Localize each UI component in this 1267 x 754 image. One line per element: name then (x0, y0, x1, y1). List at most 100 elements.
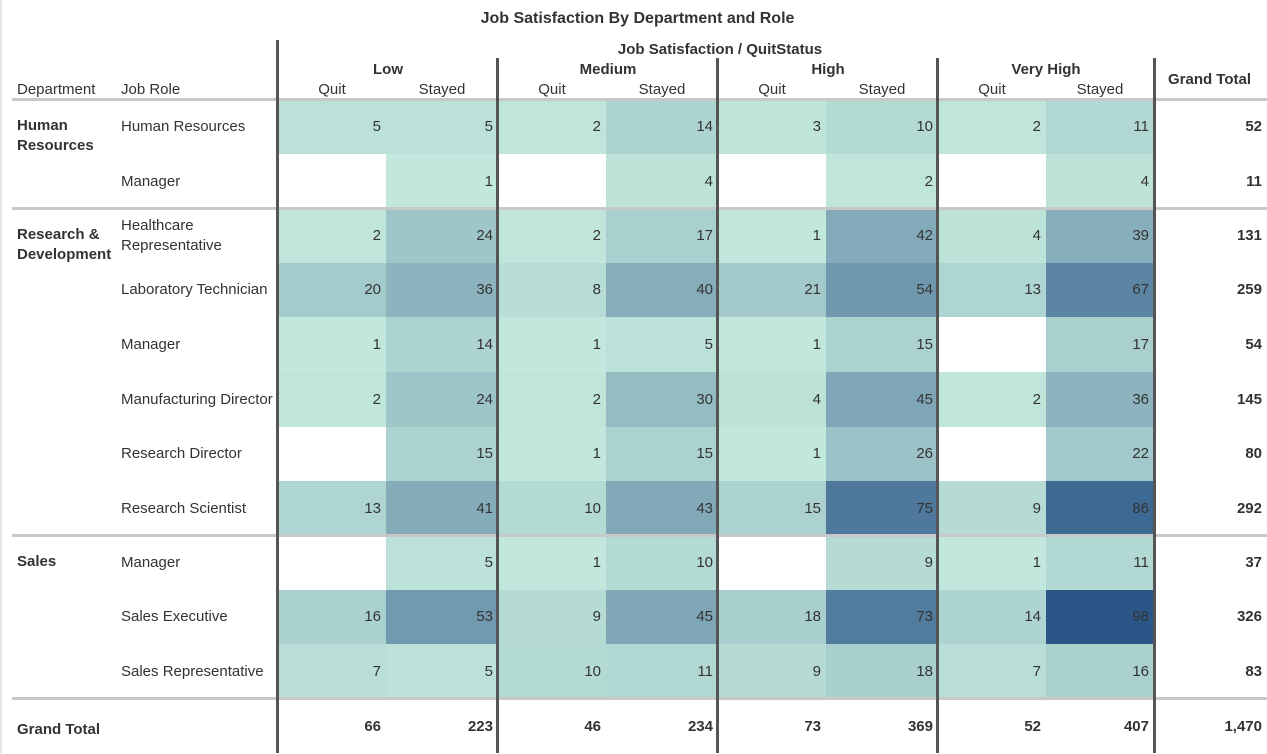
data-cell: 15 (606, 427, 718, 481)
data-cell: 75 (826, 481, 938, 536)
data-cell: 13 (938, 263, 1046, 317)
data-cell: 9 (498, 590, 606, 644)
data-cell: 18 (826, 644, 938, 699)
department-label: Research & Development (17, 226, 112, 263)
level-header-high: High (811, 61, 845, 78)
data-cell (718, 536, 826, 590)
column-total-cell: 73 (804, 718, 821, 735)
data-cell: 1 (498, 317, 606, 372)
row-total-cell: 80 (1245, 445, 1262, 462)
data-cell: 5 (386, 644, 498, 699)
data-cell: 26 (826, 427, 938, 481)
data-cell: 1 (498, 536, 606, 590)
data-cell: 15 (826, 317, 938, 372)
row-total-cell: 131 (1236, 227, 1262, 244)
row-total-cell: 259 (1236, 281, 1262, 298)
data-cell: 39 (1046, 209, 1154, 263)
data-cell: 17 (606, 209, 718, 263)
data-cell: 15 (718, 481, 826, 536)
data-cell: 4 (1046, 154, 1154, 209)
status-header-quit: Quit (978, 81, 1006, 98)
data-cell: 2 (938, 372, 1046, 427)
data-cell: 5 (386, 536, 498, 590)
data-cell (938, 427, 1046, 481)
data-cell: 10 (498, 644, 606, 699)
job-role-label: Human Resources (121, 118, 246, 135)
data-cell: 7 (278, 644, 386, 699)
grand-total-header: Grand Total (1167, 71, 1252, 88)
data-cell (278, 536, 386, 590)
data-cell: 20 (278, 263, 386, 317)
data-cell (938, 317, 1046, 372)
column-header-title: Job Satisfaction / QuitStatus (617, 41, 823, 58)
data-cell: 13 (278, 481, 386, 536)
column-total-cell: 66 (364, 718, 381, 735)
status-header-stayed: Stayed (638, 81, 686, 98)
row-total-cell: 83 (1245, 663, 1262, 680)
data-cell: 14 (606, 100, 718, 154)
data-cell (498, 154, 606, 209)
data-cell: 30 (606, 372, 718, 427)
job-role-label: Sales Representative (121, 662, 264, 680)
job-role-label: Manager (121, 335, 181, 353)
job-role-header: Job Role (121, 81, 181, 98)
data-cell: 2 (498, 100, 606, 154)
data-cell (718, 154, 826, 209)
data-cell: 9 (718, 644, 826, 699)
left-border (0, 0, 2, 753)
data-cell: 2 (826, 154, 938, 209)
data-cell: 53 (386, 590, 498, 644)
department-label: Human Resources (17, 117, 94, 154)
data-cell: 5 (606, 317, 718, 372)
data-cell: 5 (278, 100, 386, 154)
department-divider (12, 534, 1267, 537)
data-cell: 1 (718, 317, 826, 372)
column-total-cell: 46 (584, 718, 601, 735)
row-total-cell: 11 (1246, 173, 1262, 190)
row-total-cell: 54 (1245, 336, 1262, 353)
data-cell: 11 (606, 644, 718, 699)
status-header-quit: Quit (538, 81, 566, 98)
data-cell: 43 (606, 481, 718, 536)
data-cell: 11 (1046, 536, 1154, 590)
header-divider (12, 98, 1267, 101)
data-cell: 1 (386, 154, 498, 209)
job-role-label: Research Director (121, 445, 242, 462)
data-cell: 17 (1046, 317, 1154, 372)
job-role-label: Manager (121, 554, 181, 571)
data-cell: 36 (386, 263, 498, 317)
data-cell: 11 (1046, 100, 1154, 154)
status-header-quit: Quit (758, 81, 786, 98)
total-divider (12, 697, 1267, 700)
data-cell: 24 (386, 372, 498, 427)
column-total-cell: 369 (907, 718, 933, 735)
row-total-cell: 37 (1245, 554, 1262, 571)
data-cell (278, 154, 386, 209)
data-cell: 14 (386, 317, 498, 372)
data-cell: 4 (718, 372, 826, 427)
status-header-stayed: Stayed (1076, 81, 1124, 98)
data-cell: 36 (1046, 372, 1154, 427)
status-header-quit: Quit (318, 81, 346, 98)
data-cell: 18 (718, 590, 826, 644)
data-cell: 9 (938, 481, 1046, 536)
data-cell: 7 (938, 644, 1046, 699)
data-cell: 67 (1046, 263, 1154, 317)
department-divider (12, 207, 1267, 210)
level-header-low: Low (373, 61, 403, 78)
data-cell: 16 (1046, 644, 1154, 699)
row-total-cell: 292 (1236, 500, 1262, 517)
data-cell (938, 154, 1046, 209)
status-header-stayed: Stayed (858, 81, 906, 98)
job-role-label: Laboratory Technician (121, 281, 268, 298)
data-cell: 10 (498, 481, 606, 536)
level-header-medium: Medium (579, 61, 637, 78)
row-total-cell: 326 (1236, 608, 1262, 625)
data-cell: 1 (498, 427, 606, 481)
row-total-cell: 52 (1245, 118, 1262, 135)
job-role-label: Research Scientist (121, 499, 247, 517)
axis-divider (276, 40, 279, 753)
data-cell: 16 (278, 590, 386, 644)
data-cell: 10 (606, 536, 718, 590)
